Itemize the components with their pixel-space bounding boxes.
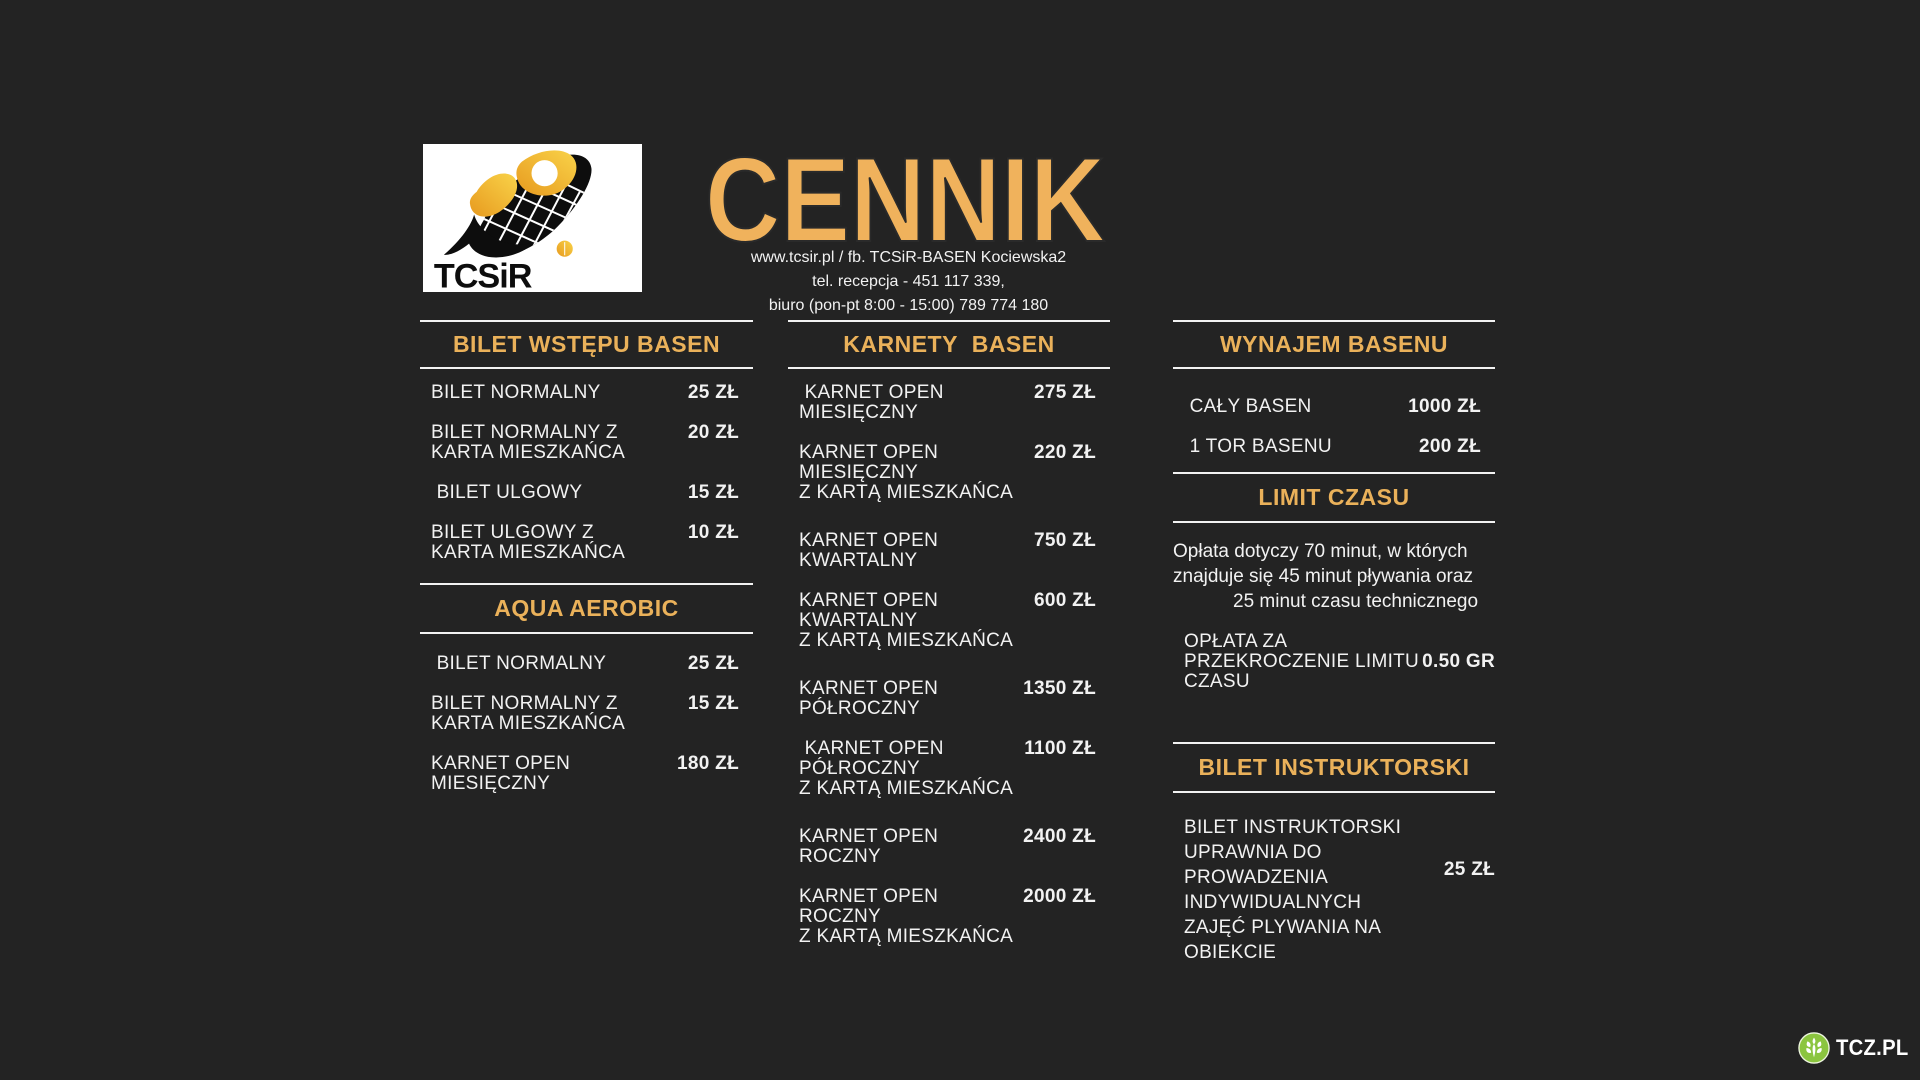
svg-text:TCSiR: TCSiR xyxy=(434,257,533,292)
